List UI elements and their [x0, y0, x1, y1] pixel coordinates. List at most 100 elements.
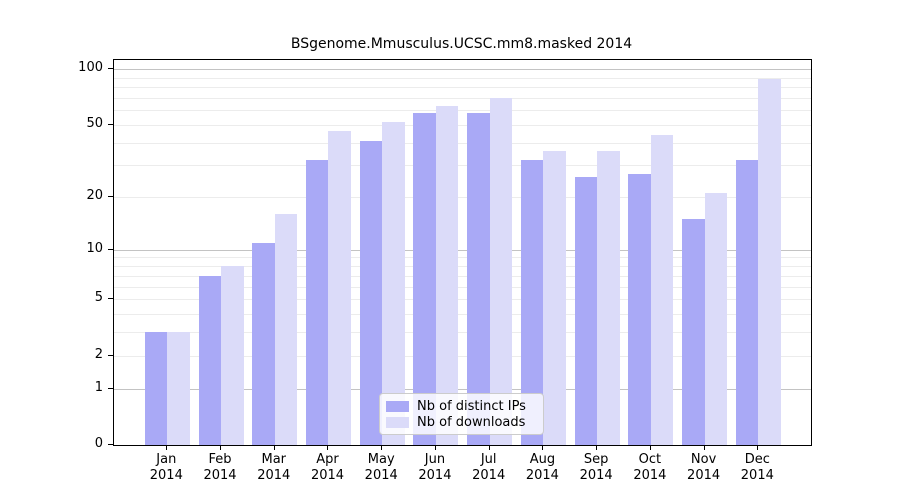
x-tick-mark: [434, 445, 436, 450]
bar-may-distinct-ips: [359, 140, 383, 445]
bar-apr-downloads: [328, 131, 351, 445]
x-tick-label-may: May 2014: [349, 452, 413, 484]
x-tick-label-jan: Jan 2014: [134, 452, 198, 484]
legend-label-downloads: Nb of downloads: [417, 414, 526, 430]
y-tick-label: 10: [86, 240, 103, 256]
bar-oct-downloads: [650, 134, 674, 445]
bar-nov-downloads: [704, 193, 728, 445]
x-tick-mark: [273, 445, 275, 450]
minor-gridline: [114, 124, 811, 126]
x-tick-mark: [166, 445, 168, 450]
x-tick-label-nov: Nov 2014: [672, 452, 736, 484]
minor-gridline: [114, 87, 811, 89]
bar-jul-distinct-ips: [467, 112, 490, 445]
minor-gridline: [114, 77, 811, 79]
x-tick-year: 2014: [418, 468, 452, 483]
x-tick-year: 2014: [149, 468, 183, 483]
legend-swatch-downloads: [386, 416, 409, 428]
x-tick-mark: [488, 445, 490, 450]
x-tick-year: 2014: [633, 468, 667, 483]
x-tick-month: Mar: [261, 452, 287, 467]
minor-gridline: [114, 110, 811, 112]
x-tick-month: Nov: [690, 452, 717, 467]
legend-label-distinct-ips: Nb of distinct IPs: [417, 398, 526, 414]
minor-gridline: [114, 165, 811, 167]
bar-sep-distinct-ips: [574, 176, 598, 445]
x-tick-label-jun: Jun 2014: [403, 452, 467, 484]
x-tick-year: 2014: [579, 468, 613, 483]
bar-dec-distinct-ips: [735, 160, 759, 445]
x-tick-year: 2014: [687, 468, 721, 483]
minor-gridline: [114, 313, 811, 315]
bar-jan-distinct-ips: [144, 332, 168, 445]
x-tick-mark: [220, 445, 222, 450]
x-tick-year: 2014: [310, 468, 345, 483]
major-gridline: [114, 249, 811, 251]
bar-jan-downloads: [167, 332, 190, 445]
minor-gridline: [114, 332, 811, 334]
x-tick-month: Aug: [529, 452, 556, 467]
x-tick-year: 2014: [525, 468, 559, 483]
y-tick-label: 50: [86, 115, 103, 131]
bar-aug-distinct-ips: [520, 160, 544, 445]
y-tick-mark: [108, 444, 113, 445]
minor-gridline: [114, 142, 811, 144]
x-tick-label-jul: Jul 2014: [457, 452, 521, 484]
x-tick-label-dec: Dec 2014: [725, 452, 789, 484]
bar-aug-downloads: [543, 150, 566, 445]
minor-gridline: [114, 97, 811, 99]
x-tick-mark: [381, 445, 383, 450]
x-tick-mark: [757, 445, 759, 450]
x-tick-month: Oct: [638, 452, 662, 467]
minor-gridline: [114, 197, 811, 199]
minor-gridline: [114, 355, 811, 357]
minor-gridline: [114, 286, 811, 288]
bar-jun-downloads: [435, 106, 459, 445]
legend-item-distinct-ips: Nb of distinct IPs: [386, 398, 537, 414]
x-tick-month: Jun: [424, 452, 446, 467]
x-tick-label-sep: Sep 2014: [564, 452, 628, 484]
y-tick-label: 1: [94, 379, 103, 395]
x-tick-month: Jan: [156, 452, 177, 467]
x-tick-mark: [703, 445, 705, 450]
x-tick-label-mar: Mar 2014: [242, 452, 306, 484]
y-tick-mark: [108, 298, 113, 300]
y-tick-label: 2: [94, 346, 103, 362]
y-tick-label: 100: [78, 60, 103, 76]
bar-feb-downloads: [221, 266, 244, 445]
x-tick-year: 2014: [740, 468, 774, 483]
major-gridline: [114, 69, 811, 71]
x-tick-month: Feb: [208, 452, 232, 467]
x-tick-year: 2014: [472, 468, 506, 483]
y-tick-mark: [108, 123, 113, 125]
minor-gridline: [114, 275, 811, 277]
y-tick-label: 0: [94, 436, 103, 451]
bar-jun-distinct-ips: [413, 112, 436, 445]
plot-area: [113, 59, 812, 446]
x-tick-year: 2014: [364, 468, 398, 483]
legend-item-downloads: Nb of downloads: [386, 414, 537, 430]
x-tick-label-aug: Aug 2014: [510, 452, 574, 484]
x-tick-year: 2014: [257, 468, 291, 483]
x-tick-mark: [596, 445, 598, 450]
bar-sep-downloads: [597, 150, 620, 445]
y-tick-label: 5: [94, 290, 103, 306]
bar-dec-downloads: [758, 79, 781, 445]
x-tick-month: Dec: [744, 452, 770, 467]
x-tick-year: 2014: [203, 468, 237, 483]
x-tick-mark: [542, 445, 544, 450]
y-tick-label: 20: [86, 188, 103, 204]
x-tick-mark: [327, 445, 329, 450]
legend: Nb of distinct IPs Nb of downloads: [379, 393, 544, 435]
bar-feb-distinct-ips: [198, 275, 222, 445]
bar-oct-distinct-ips: [628, 173, 651, 445]
bar-apr-distinct-ips: [305, 160, 329, 445]
minor-gridline: [114, 299, 811, 301]
y-tick-mark: [108, 196, 113, 198]
minor-gridline: [114, 257, 811, 259]
x-tick-label-apr: Apr 2014: [295, 452, 359, 484]
major-gridline: [114, 388, 811, 390]
chart-title: BSgenome.Mmusculus.UCSC.mm8.masked 2014: [290, 36, 633, 52]
x-tick-month: Apr: [316, 452, 339, 467]
